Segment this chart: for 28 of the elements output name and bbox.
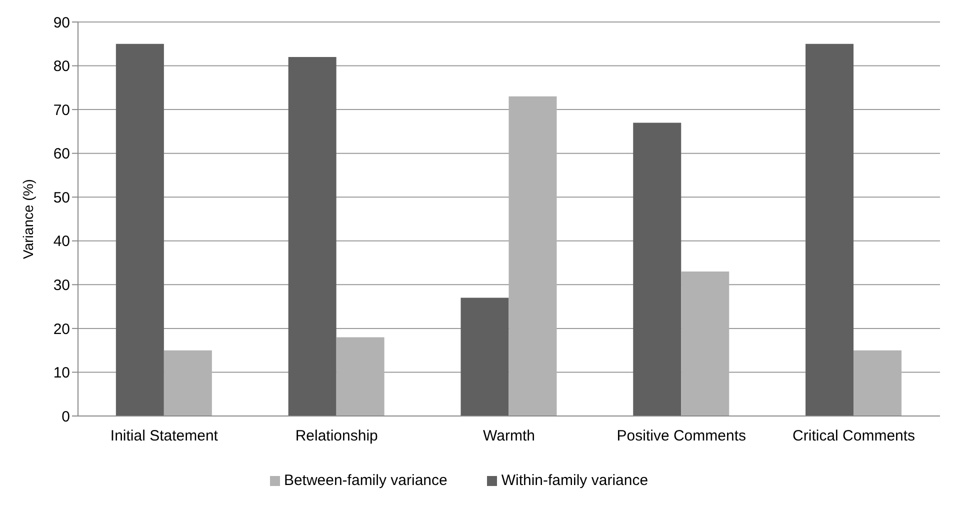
x-tick-label: Initial Statement xyxy=(110,428,219,445)
bar xyxy=(633,122,682,416)
x-tick-label: Positive Comments xyxy=(616,428,746,445)
y-tick-label: 20 xyxy=(53,320,70,338)
y-tick-label: 80 xyxy=(53,58,70,76)
bar xyxy=(116,44,164,416)
y-tick-label: 70 xyxy=(53,102,70,119)
y-tick-label: 60 xyxy=(53,146,70,163)
bar xyxy=(336,337,384,416)
x-tick-label: Warmth xyxy=(483,428,535,445)
x-tick-label: Relationship xyxy=(295,428,378,445)
bar xyxy=(460,298,509,416)
bar xyxy=(508,96,557,416)
y-tick-label: 90 xyxy=(53,14,70,32)
y-tick-label: 40 xyxy=(53,233,70,250)
legend-label: Within-family variance xyxy=(501,472,648,489)
bar xyxy=(288,57,336,416)
y-tick-label: 30 xyxy=(53,276,70,294)
legend-label: Between-family variance xyxy=(284,472,448,489)
y-axis-title: Variance (%) xyxy=(20,179,36,259)
y-tick-label: 50 xyxy=(53,189,70,206)
bar xyxy=(854,350,902,416)
y-tick-label: 10 xyxy=(53,364,70,382)
bar xyxy=(681,272,730,416)
y-tick-label: 0 xyxy=(62,408,70,426)
bar xyxy=(164,350,212,416)
bar xyxy=(806,44,854,416)
x-tick-label: Critical Comments xyxy=(792,428,916,445)
